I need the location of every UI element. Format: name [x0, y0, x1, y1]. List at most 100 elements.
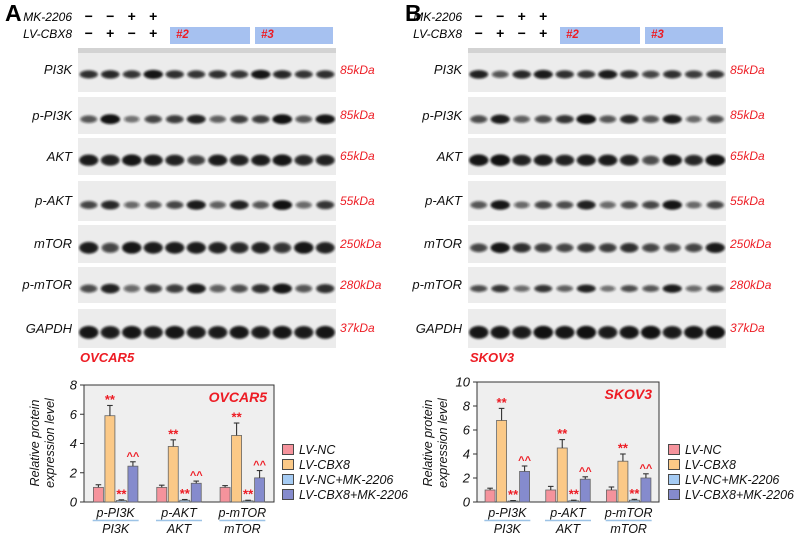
bar: [116, 500, 127, 503]
band-core: [558, 71, 572, 78]
panel-a-label: A: [5, 0, 22, 26]
y-tick-label: 6: [70, 407, 78, 422]
band-core: [81, 327, 96, 337]
band-core: [124, 327, 139, 337]
significance-mark: ^^: [639, 463, 652, 475]
blot-protein-label: GAPDH: [415, 321, 462, 336]
band-core: [211, 71, 225, 78]
band-core: [602, 286, 614, 291]
band-core: [579, 156, 593, 165]
y-tick-label: 2: [462, 471, 471, 486]
blot-strip-background: [468, 225, 726, 263]
band-core: [708, 156, 723, 165]
legend-item: LV-NC+MK-2206: [668, 472, 794, 487]
legend-swatch: [668, 474, 680, 485]
band-core: [297, 71, 311, 78]
x-category-numerator: p-mTOR: [217, 506, 266, 520]
molecular-weight-label: 85kDa: [730, 63, 765, 77]
panel-b: B MK-2206− − + + LV-CBX8− + − + #2 #3 PI3K 85kDa p…: [400, 0, 800, 541]
molecular-weight-label: 280kDa: [340, 278, 382, 292]
band-core: [472, 286, 485, 292]
plot-area: [83, 384, 275, 503]
bar: [629, 499, 640, 503]
band-core: [82, 71, 96, 78]
band-core: [601, 116, 614, 122]
significance-mark: **: [232, 410, 243, 425]
blot-protein-label: PI3K: [433, 62, 462, 77]
x-category-denominator: PI3K: [494, 522, 522, 536]
band-core: [233, 285, 246, 292]
band-core: [318, 115, 333, 123]
band-core: [126, 202, 138, 208]
x-category-denominator: AKT: [555, 522, 582, 536]
band-core: [665, 285, 679, 292]
band-core: [601, 71, 615, 78]
band-core: [297, 285, 310, 292]
significance-mark: **: [243, 487, 254, 502]
blot-strip-background: [78, 97, 336, 134]
legend-label: LV-CBX8: [299, 457, 350, 472]
band-core: [82, 202, 95, 208]
band-core: [493, 156, 508, 165]
panel-b-label: B: [405, 0, 422, 26]
clone-box: #3: [645, 27, 723, 44]
band-core: [318, 156, 332, 165]
band-core: [211, 202, 224, 208]
legend-label: LV-CBX8+MK-2206: [299, 487, 408, 502]
band-core: [622, 71, 636, 78]
x-category-denominator: mTOR: [610, 522, 647, 536]
treatment-symbol: −: [474, 8, 483, 24]
band-core: [318, 327, 333, 337]
bar: [156, 486, 168, 503]
legend-item: LV-NC: [668, 442, 794, 457]
band-core: [687, 156, 701, 165]
legend-swatch: [668, 489, 680, 500]
molecular-weight-label: 85kDa: [730, 108, 765, 122]
blot-strip-background: [468, 48, 726, 92]
band-core: [644, 202, 657, 208]
band-core: [687, 244, 700, 251]
band-core: [254, 116, 267, 123]
legend-item: LV-NC: [282, 442, 408, 457]
band-core: [579, 285, 593, 292]
protein-bands: [469, 325, 726, 340]
cell-line-label: OVCAR5: [80, 350, 135, 365]
band-core: [515, 156, 529, 165]
bar: [579, 478, 591, 503]
x-category-numerator: p-PI3K: [96, 506, 136, 520]
band-core: [103, 71, 117, 78]
protein-bands: [470, 284, 725, 293]
band-core: [665, 156, 680, 165]
significance-mark: **: [508, 487, 519, 502]
treatment-symbol: +: [106, 25, 115, 41]
band-core: [189, 327, 203, 337]
band-core: [709, 285, 722, 292]
band-core: [472, 244, 485, 251]
bar: [190, 482, 202, 503]
band-core: [168, 285, 181, 292]
band-core: [515, 116, 528, 122]
band-core: [601, 156, 615, 165]
legend-swatch: [282, 444, 294, 455]
molecular-weight-label: 65kDa: [340, 149, 375, 163]
significance-mark: ^^: [579, 466, 592, 478]
band-core: [558, 202, 571, 208]
band-core: [103, 285, 117, 292]
band-core: [296, 243, 311, 253]
band-core: [146, 327, 160, 337]
blot-protein-label: PI3K: [43, 62, 72, 77]
band-core: [233, 116, 246, 123]
band-core: [708, 71, 722, 78]
band-core: [493, 327, 508, 337]
blot-strip-background: [468, 309, 726, 348]
western-blot-strip: [468, 225, 726, 263]
significance-mark: ^^: [126, 451, 139, 463]
blot-strip-background: [78, 48, 336, 92]
blot-strip-background: [78, 309, 336, 348]
significance-mark: **: [116, 486, 127, 501]
band-core: [644, 244, 657, 251]
band-core: [297, 202, 310, 208]
y-tick-label: 0: [463, 495, 471, 510]
blot-protein-label: p-PI3K: [32, 108, 72, 123]
bar: [519, 471, 530, 503]
